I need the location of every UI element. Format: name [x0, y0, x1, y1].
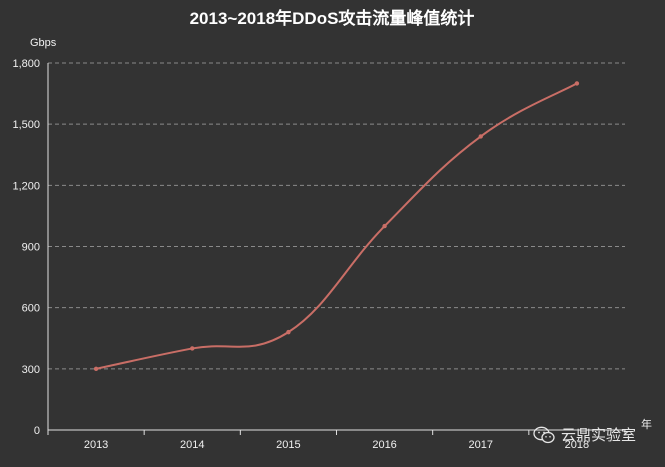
y-tick-label: 1,200 [12, 180, 40, 192]
data-point[interactable] [286, 329, 291, 335]
chart-title: 2013~2018年DDoS攻击流量峰值统计 [190, 8, 475, 28]
y-tick-label: 1,500 [12, 119, 40, 131]
x-axis-unit: 年 [641, 417, 652, 431]
watermark-text: 云鼎实验室 [561, 426, 637, 444]
data-point[interactable] [382, 223, 387, 229]
y-tick-label: 300 [22, 364, 40, 376]
x-tick-label: 2015 [276, 439, 300, 451]
grid-lines [48, 62, 625, 370]
x-tick-label: 2018 [565, 439, 589, 451]
y-tick-labels: 0 300 600 900 1,200 1,500 1,800 [12, 58, 40, 437]
x-tick-labels: 2013 2014 2015 2016 2017 2018 年 [84, 417, 652, 451]
y-tick-label: 900 [22, 242, 40, 254]
wechat-icon [533, 426, 555, 443]
x-tick-label: 2013 [84, 439, 108, 451]
x-tick-label: 2017 [469, 439, 493, 451]
y-tick-label: 1,800 [12, 58, 40, 70]
axes [47, 63, 626, 435]
series-layer [93, 81, 580, 372]
x-tick-label: 2014 [180, 439, 204, 451]
y-tick-label: 0 [34, 425, 40, 437]
y-axis-unit: Gbps [30, 37, 57, 49]
series-line [95, 82, 578, 370]
data-point[interactable] [93, 366, 99, 372]
y-tick-label: 600 [22, 303, 40, 315]
data-point[interactable] [478, 134, 483, 139]
x-tick-label: 2016 [372, 439, 396, 451]
watermark: 云鼎实验室 [533, 424, 636, 445]
data-point[interactable] [190, 346, 195, 351]
data-point[interactable] [574, 81, 580, 86]
